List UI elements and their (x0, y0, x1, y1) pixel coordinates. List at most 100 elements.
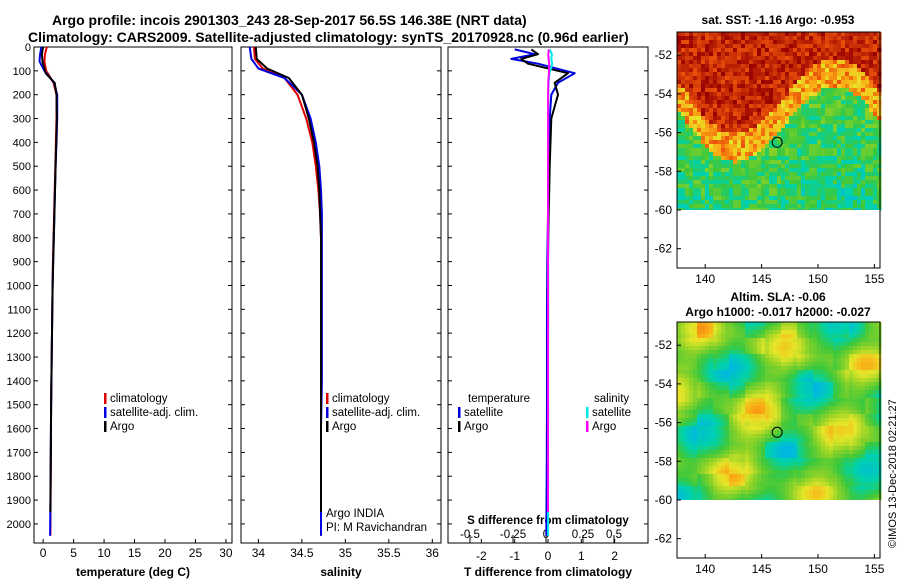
map-cell (869, 438, 874, 443)
map-cell (837, 136, 842, 141)
map-cell (765, 40, 770, 45)
map-cell (729, 64, 734, 69)
map-cell (765, 474, 770, 479)
map-cell (701, 184, 706, 189)
map-cell (677, 204, 682, 209)
map-cell (677, 188, 682, 193)
map-cell (745, 498, 750, 501)
map-cell (825, 354, 830, 359)
map-cell (877, 136, 882, 141)
map-cell (705, 116, 710, 121)
map-cell (697, 478, 702, 483)
map-cell (697, 386, 702, 391)
map-cell (677, 140, 682, 145)
map-cell (865, 32, 870, 37)
map-cell (813, 462, 818, 467)
map-cell (769, 386, 774, 391)
map-cell (789, 172, 794, 177)
map-cell (769, 378, 774, 383)
map-cell (813, 152, 818, 157)
map-cell (797, 144, 802, 149)
map-cell (845, 60, 850, 65)
map-cell (869, 478, 874, 483)
map-cell (805, 494, 810, 499)
legend-label: Argo (332, 421, 356, 433)
map-cell (721, 482, 726, 487)
map-cell (677, 200, 682, 205)
map-cell (869, 120, 874, 125)
map-cell (877, 494, 882, 499)
y-tick-label: 0 (25, 42, 31, 54)
map-cell (761, 410, 766, 415)
map-cell (733, 458, 738, 463)
map-cell (865, 36, 870, 41)
map-cell (841, 36, 846, 41)
map-cell (677, 104, 682, 109)
map-cell (801, 88, 806, 93)
map-cell (741, 450, 746, 455)
map-cell (681, 184, 686, 189)
map-cell (681, 398, 686, 403)
map-cell (709, 196, 714, 201)
map-cell (825, 88, 830, 93)
map-cell (833, 426, 838, 431)
sla-map-frame (676, 321, 881, 559)
map-cell (773, 494, 778, 499)
map-cell (717, 358, 722, 363)
map-cell (845, 378, 850, 383)
map-cell (681, 478, 686, 483)
map-cell (681, 144, 686, 149)
map-cell (821, 478, 826, 483)
map-cell (825, 144, 830, 149)
map-cell (841, 474, 846, 479)
map-cell (833, 148, 838, 153)
map-cell (865, 176, 870, 181)
map-cell (733, 96, 738, 101)
map-cell (733, 442, 738, 447)
map-cell (777, 192, 782, 197)
map-cell (705, 442, 710, 447)
map-cell (849, 474, 854, 479)
map-cell (813, 326, 818, 331)
map-cell (705, 346, 710, 351)
map-cell (697, 132, 702, 137)
map-cell (845, 148, 850, 153)
map-cell (817, 128, 822, 133)
map-cell (705, 80, 710, 85)
map-cell (685, 116, 690, 121)
map-cell (705, 40, 710, 45)
x-tick-label: 34.5 (290, 546, 314, 560)
map-cell (721, 478, 726, 483)
map-cell (697, 108, 702, 113)
map-cell (829, 176, 834, 181)
map-cell (777, 458, 782, 463)
map-cell (689, 342, 694, 347)
map-cell (845, 76, 850, 81)
map-cell (789, 430, 794, 435)
map-cell (829, 474, 834, 479)
map-cell (849, 478, 854, 483)
map-cell (689, 326, 694, 331)
map-cell (841, 80, 846, 85)
temperature-axes-frame (33, 46, 233, 544)
map-cell (825, 398, 830, 403)
map-cell (697, 100, 702, 105)
map-cell (737, 450, 742, 455)
map-cell (865, 382, 870, 387)
map-cell (789, 474, 794, 479)
map-cell (681, 434, 686, 439)
map-cell (697, 48, 702, 53)
map-cell (761, 338, 766, 343)
map-cell (737, 176, 742, 181)
map-cell (685, 188, 690, 193)
map-cell (677, 192, 682, 197)
map-cell (681, 442, 686, 447)
map-cell (749, 366, 754, 371)
map-cell (801, 144, 806, 149)
map-cell (733, 56, 738, 61)
x-tick-label: 145 (752, 562, 772, 576)
map-cell (725, 188, 730, 193)
map-cell (877, 48, 882, 53)
map-cell (797, 354, 802, 359)
map-cell (869, 386, 874, 391)
